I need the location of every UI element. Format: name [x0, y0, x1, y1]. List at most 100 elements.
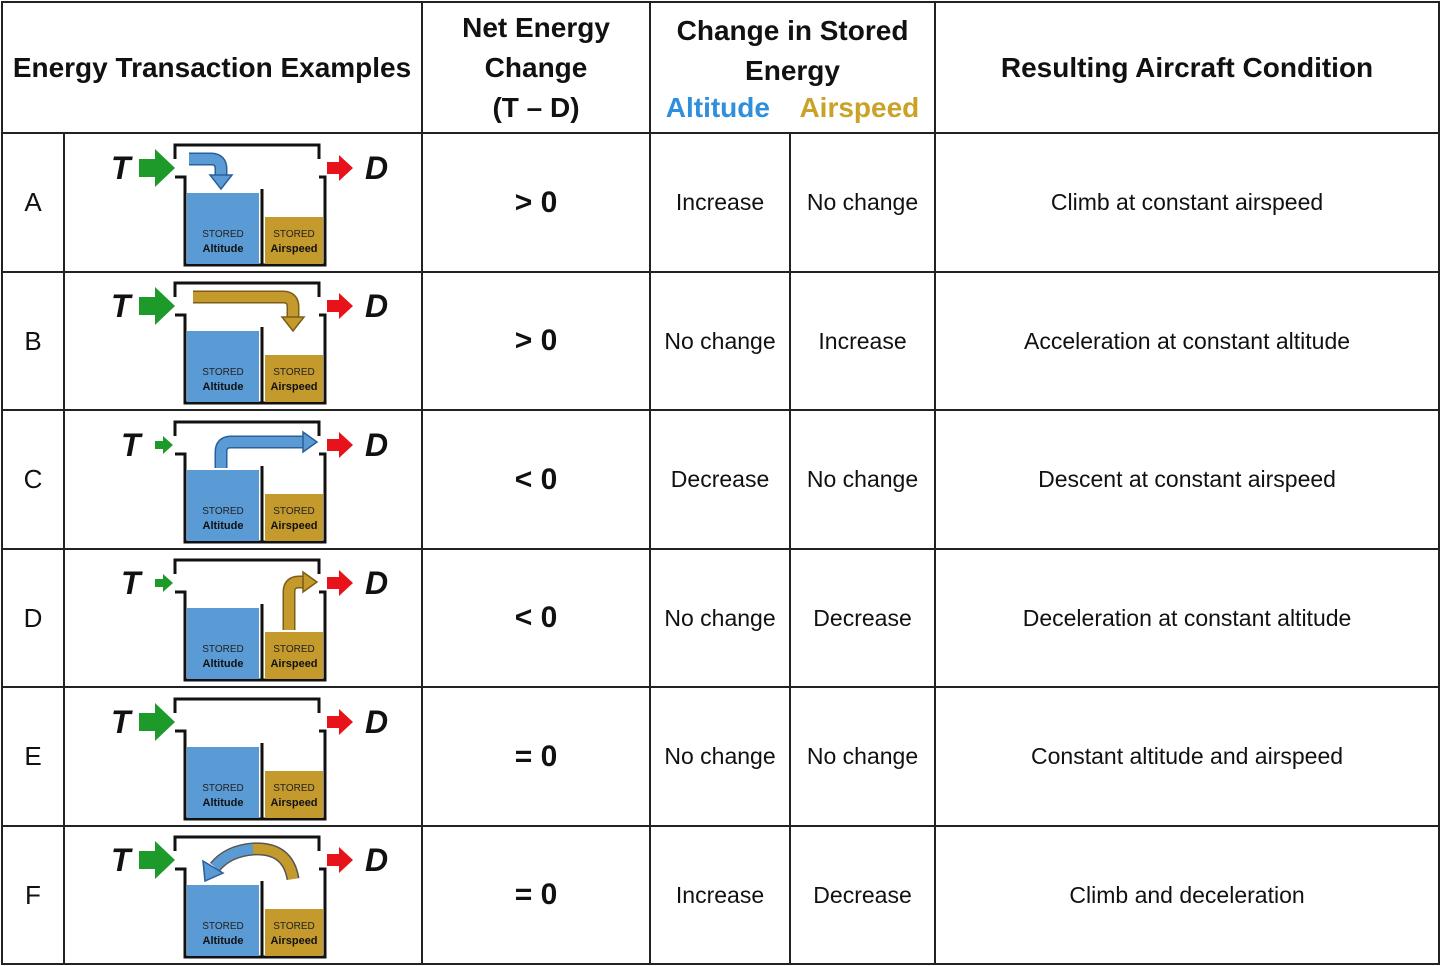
flow-arrow	[216, 436, 303, 468]
airspeed-label: Airspeed	[270, 520, 317, 532]
tank-outline	[175, 729, 327, 820]
altitude-label: Altitude	[203, 243, 244, 255]
thrust-letter: T	[111, 704, 133, 740]
row-letter: D	[1, 548, 65, 688]
altitude-label: Altitude	[203, 658, 244, 670]
tank-outline	[175, 867, 327, 959]
stored-label: STORED	[273, 921, 315, 932]
airspeed-change: Increase	[789, 271, 937, 411]
tank-outline	[175, 175, 327, 266]
table-row: E STORED Altitude STORED Airspeed T D = 0 No cha…	[1, 686, 1440, 827]
row-letter: A	[1, 132, 65, 273]
flow-arrow-blue	[211, 844, 254, 871]
flow-arrow-head-icon	[208, 173, 234, 190]
row-letter: C	[1, 409, 65, 550]
stored-airspeed-box	[265, 355, 323, 402]
drag-letter: D	[365, 704, 388, 740]
drag-arrow-icon	[327, 708, 353, 735]
stored-altitude-box	[187, 469, 259, 541]
header-net-line2: Change	[484, 51, 588, 83]
resulting-condition: Deceleration at constant altitude	[934, 548, 1440, 688]
stored-airspeed-box	[265, 216, 323, 264]
header-net-energy: Net Energy Change (T – D)	[421, 1, 652, 134]
flow-arrow-head-icon	[302, 570, 319, 594]
airspeed-change: No change	[789, 686, 937, 827]
altitude-change: Decrease	[649, 409, 792, 550]
stored-label: STORED	[273, 783, 315, 794]
resulting-condition: Constant altitude and airspeed	[934, 686, 1440, 827]
stored-altitude-box	[187, 608, 259, 679]
flow-arrow	[193, 292, 298, 317]
net-energy-value: > 0	[421, 271, 652, 411]
airspeed-label: Airspeed	[270, 658, 317, 670]
resulting-condition: Climb and deceleration	[934, 825, 1440, 965]
tank-outline	[175, 313, 327, 405]
header-stored-energy: Change in Stored Energy Altitude Airspee…	[649, 1, 937, 134]
stored-airspeed-box	[265, 770, 323, 818]
energy-diagram-cell: STORED Altitude STORED Airspeed T D	[62, 132, 424, 273]
net-energy-value: < 0	[421, 548, 652, 688]
altitude-label: Altitude	[203, 520, 244, 532]
table-row: C STORED Altitude STORED Airspeed T D < 0 Decrea…	[1, 409, 1440, 550]
drag-arrow-icon	[327, 431, 353, 458]
resulting-condition: Descent at constant airspeed	[934, 409, 1440, 550]
drag-letter: D	[365, 427, 388, 463]
header-net-line1: Net Energy	[462, 11, 610, 43]
tank-top-outline	[173, 143, 321, 159]
header-row: Energy Transaction Examples Net Energy C…	[0, 1, 1440, 134]
resulting-condition: Acceleration at constant altitude	[934, 271, 1440, 411]
stored-altitude-box	[187, 746, 259, 818]
energy-diagram-cell: STORED Altitude STORED Airspeed T D	[62, 271, 424, 411]
header-airspeed: Airspeed	[799, 91, 920, 123]
altitude-change: No change	[649, 548, 792, 688]
energy-diagram-cell: STORED Altitude STORED Airspeed T D	[62, 409, 424, 550]
thrust-arrow-icon	[155, 435, 173, 454]
flow-arrow-head-icon	[302, 430, 319, 453]
drag-arrow-icon	[327, 154, 353, 181]
table-row: D STORED Altitude STORED Airspeed T D < 0 No cha…	[1, 548, 1440, 688]
stored-altitude-box	[187, 331, 259, 402]
tank-top-outline	[173, 420, 321, 436]
stored-label: STORED	[202, 229, 244, 240]
altitude-change: Increase	[649, 825, 792, 965]
stored-altitude-box	[187, 885, 259, 956]
flow-arrow-head-icon	[202, 859, 225, 883]
header-result: Resulting Aircraft Condition	[934, 1, 1440, 134]
thrust-arrow-icon	[139, 702, 175, 741]
header-altitude: Altitude	[665, 91, 770, 123]
energy-diagram: STORED Altitude STORED Airspeed T D	[121, 420, 388, 543]
energy-diagram: STORED Altitude STORED Airspeed T D	[111, 281, 388, 405]
altitude-label: Altitude	[203, 935, 244, 947]
airspeed-label: Airspeed	[270, 243, 317, 255]
table-row: F STORED Altitude STORED Airspeed T D = 0 Increa…	[1, 825, 1440, 965]
energy-diagram-cell: STORED Altitude STORED Airspeed T D	[62, 825, 424, 965]
airspeed-change: Decrease	[789, 548, 937, 688]
drag-arrow-icon	[327, 847, 353, 873]
tank-top-outline	[173, 281, 321, 297]
thrust-letter: T	[121, 427, 143, 463]
airspeed-label: Airspeed	[270, 935, 317, 947]
thrust-letter: T	[121, 565, 143, 601]
tank-outline	[175, 452, 327, 543]
drag-letter: D	[365, 565, 388, 601]
thrust-letter: T	[111, 842, 133, 878]
tank-outline	[175, 590, 327, 682]
stored-label: STORED	[202, 644, 244, 655]
net-energy-value: < 0	[421, 409, 652, 550]
header-examples: Energy Transaction Examples	[0, 1, 424, 134]
altitude-label: Altitude	[203, 381, 244, 393]
tank-top-outline	[173, 835, 321, 851]
row-letter: E	[1, 686, 65, 827]
stored-label: STORED	[202, 506, 244, 517]
drag-arrow-icon	[327, 570, 353, 596]
drag-arrow-icon	[327, 293, 353, 319]
flow-arrow	[284, 577, 303, 630]
airspeed-change: No change	[789, 409, 937, 550]
drag-letter: D	[365, 150, 388, 186]
airspeed-change: Decrease	[789, 825, 937, 965]
stored-label: STORED	[202, 367, 244, 378]
altitude-change: No change	[649, 271, 792, 411]
stored-label: STORED	[202, 921, 244, 932]
thrust-letter: T	[111, 150, 133, 186]
net-energy-value: > 0	[421, 132, 652, 273]
